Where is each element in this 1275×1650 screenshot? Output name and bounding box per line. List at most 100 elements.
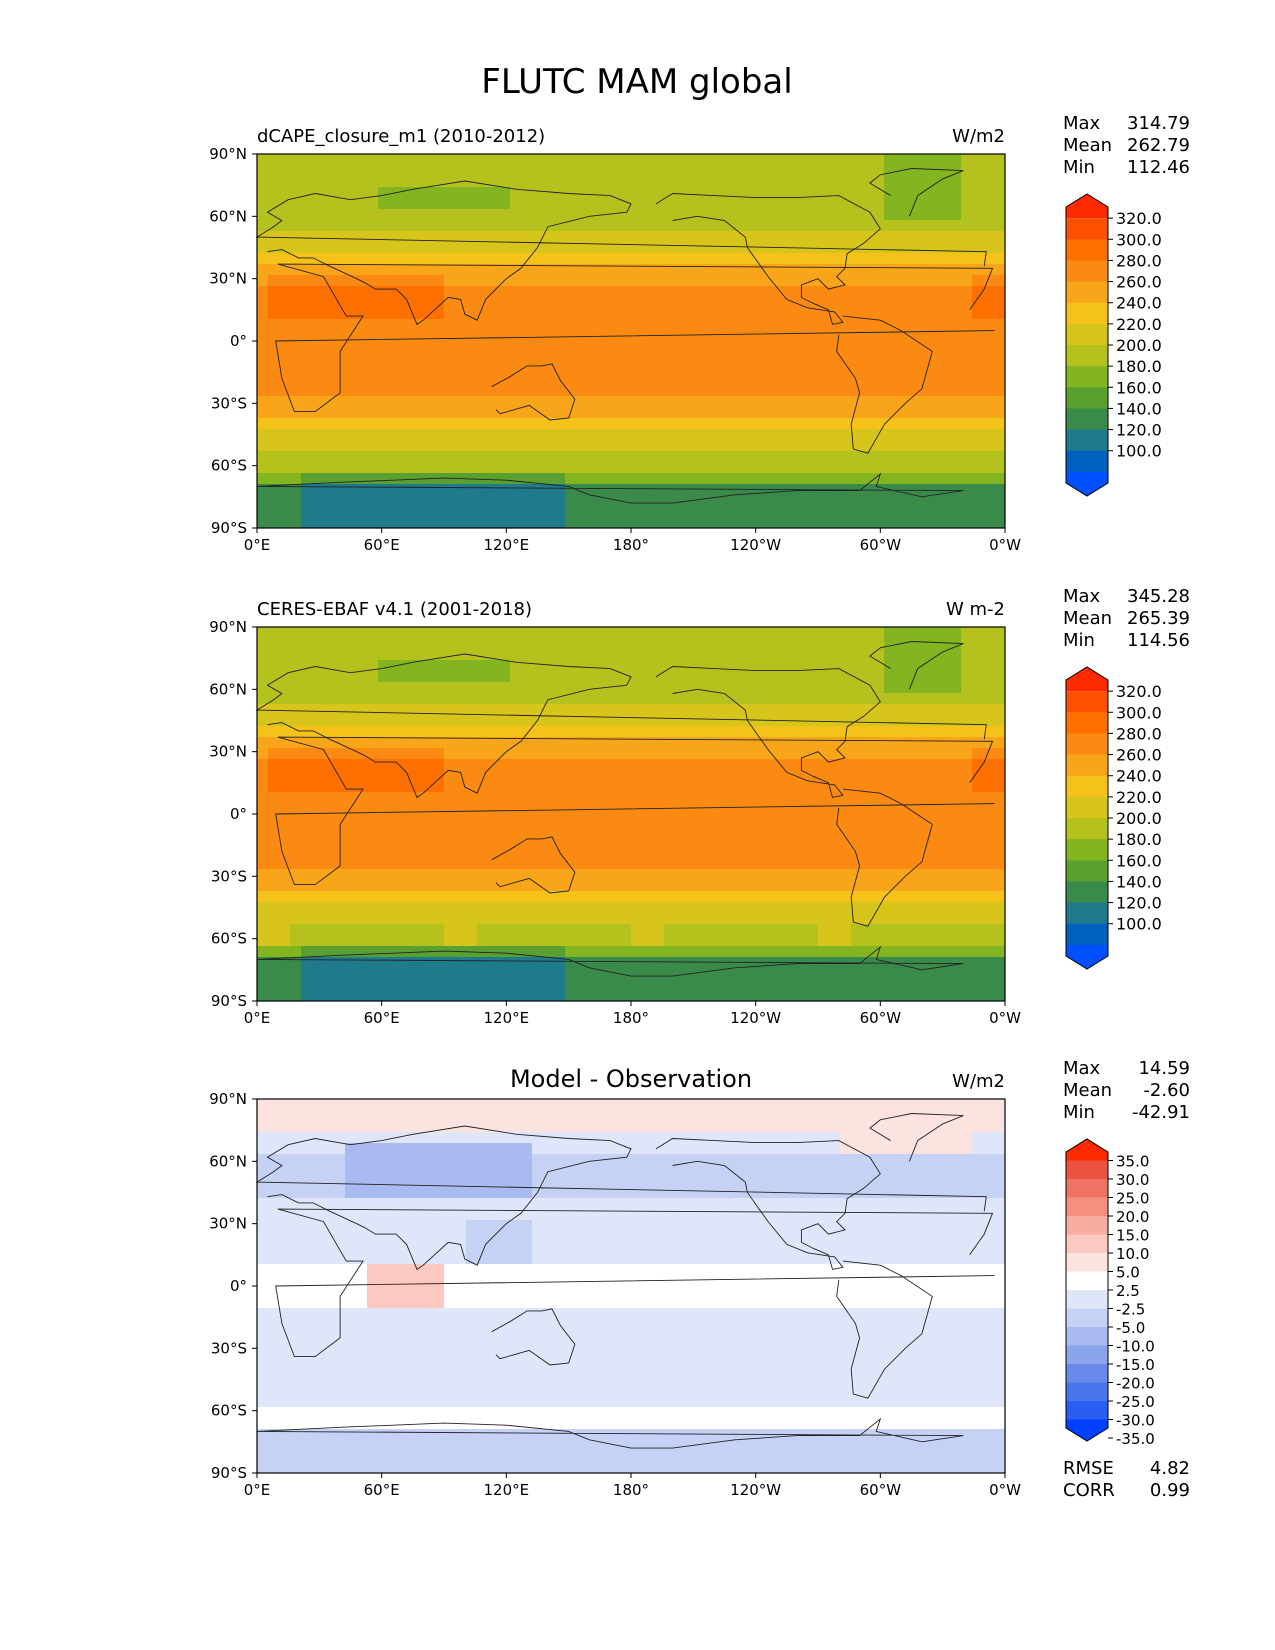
stats-block: Max 345.28 Mean 265.39 Min 114.56 bbox=[1063, 586, 1190, 651]
colorbar-label: 10.0 bbox=[1116, 1245, 1149, 1263]
colorbar-label: -25.0 bbox=[1116, 1393, 1155, 1411]
panel-title: Model - Observation bbox=[510, 1065, 752, 1093]
x-tick-label: 60°E bbox=[364, 1481, 400, 1499]
y-tick-label: 90°S bbox=[211, 1464, 247, 1482]
colorbar-label: 35.0 bbox=[1116, 1153, 1149, 1171]
colorbar-label: 180.0 bbox=[1116, 830, 1162, 849]
stat-value-max: 314.79 bbox=[1127, 113, 1190, 134]
x-tick-label: 60°E bbox=[364, 536, 400, 554]
y-tick-label: 30°S bbox=[211, 867, 247, 885]
colorbar-label: 300.0 bbox=[1116, 703, 1162, 722]
panel-units: W m-2 bbox=[946, 599, 1005, 620]
stat-value-min: 114.56 bbox=[1127, 630, 1190, 651]
colorbar-label: 120.0 bbox=[1116, 894, 1162, 913]
colorbar-label: 320.0 bbox=[1116, 682, 1162, 701]
colorbar-labels: 320.0 300.0 280.0 260.0 240.0 220.0 200.0 180.0… bbox=[1108, 209, 1162, 461]
y-tick-label: 30°S bbox=[211, 394, 247, 412]
y-tick-label: 90°S bbox=[211, 519, 247, 537]
y-tick-label: 90°S bbox=[211, 992, 247, 1010]
stat-value-max: 345.28 bbox=[1127, 586, 1190, 607]
y-tick-label: 60°S bbox=[211, 457, 247, 475]
colorbar: 35.030.025.020.015.010.05.02.5-2.5-5.0-1… bbox=[1065, 1138, 1155, 1448]
x-tick-labels: 0°E 60°E 120°E 180° 120°W 60°W 0°W bbox=[244, 1001, 1021, 1027]
colorbar-label: 320.0 bbox=[1116, 209, 1162, 228]
x-tick-label: 60°E bbox=[364, 1009, 400, 1027]
colorbar-label: 20.0 bbox=[1116, 1208, 1149, 1226]
x-tick-label: 0°W bbox=[989, 1009, 1021, 1027]
x-tick-label: 0°W bbox=[989, 1481, 1021, 1499]
colorbar-label: -2.5 bbox=[1116, 1301, 1145, 1319]
x-tick-labels: 0°E 60°E 120°E 180° 120°W 60°W 0°W bbox=[244, 528, 1021, 554]
y-tick-label: 90°N bbox=[209, 145, 247, 163]
colorbar-label: 100.0 bbox=[1116, 442, 1162, 461]
stat-value-mean: 265.39 bbox=[1127, 608, 1190, 629]
colorbar-label: 260.0 bbox=[1116, 746, 1162, 765]
colorbar-label: 300.0 bbox=[1116, 230, 1162, 249]
x-tick-label: 0°E bbox=[244, 1009, 271, 1027]
colorbar-label: 280.0 bbox=[1116, 251, 1162, 270]
x-tick-label: 120°W bbox=[730, 536, 781, 554]
stat-label-min: Min bbox=[1063, 1102, 1095, 1123]
colorbar: 320.0 300.0 280.0 260.0 240.0 220.0 200.0 180.0… bbox=[1065, 193, 1162, 497]
panel-units: W/m2 bbox=[952, 1071, 1005, 1092]
colorbar-labels: 320.0 300.0 280.0 260.0 240.0 220.0 200.0 180.0… bbox=[1108, 682, 1162, 934]
stat-label-mean: Mean bbox=[1063, 135, 1112, 156]
colorbar-label: 200.0 bbox=[1116, 809, 1162, 828]
stat-value-max: 14.59 bbox=[1138, 1058, 1190, 1079]
map-field bbox=[257, 627, 1006, 1002]
colorbar-label: 2.5 bbox=[1116, 1282, 1140, 1300]
map-field bbox=[257, 154, 1006, 529]
y-tick-label: 30°N bbox=[209, 270, 247, 288]
coastlines bbox=[255, 168, 995, 504]
stat-value-min: 112.46 bbox=[1127, 157, 1190, 178]
colorbar-label: 30.0 bbox=[1116, 1171, 1149, 1189]
x-tick-label: 0°E bbox=[244, 1481, 271, 1499]
stat-label-min: Min bbox=[1063, 630, 1095, 651]
x-tick-label: 60°W bbox=[860, 1009, 902, 1027]
stat-value-min: -42.91 bbox=[1132, 1102, 1190, 1123]
stat-label-max: Max bbox=[1063, 586, 1101, 607]
colorbar-label: -30.0 bbox=[1116, 1412, 1155, 1430]
y-tick-label: 30°N bbox=[209, 1215, 247, 1233]
y-tick-label: 30°N bbox=[209, 743, 247, 761]
colorbar-label: -15.0 bbox=[1116, 1356, 1155, 1374]
y-tick-label: 90°N bbox=[209, 618, 247, 636]
x-tick-label: 180° bbox=[613, 1481, 649, 1499]
x-tick-label: 120°W bbox=[730, 1009, 781, 1027]
panel-1: 0°E 60°E 120°E 180° 120°W 60°W 0°W 90°N 60°N 30°N… bbox=[209, 113, 1190, 554]
y-tick-label: 60°N bbox=[209, 1152, 247, 1170]
panel-title: dCAPE_closure_m1 (2010-2012) bbox=[257, 126, 545, 147]
colorbar-label: 240.0 bbox=[1116, 294, 1162, 313]
x-tick-label: 120°W bbox=[730, 1481, 781, 1499]
colorbar-label: -20.0 bbox=[1116, 1375, 1155, 1393]
colorbar-label: 220.0 bbox=[1116, 788, 1162, 807]
panel-units: W/m2 bbox=[952, 126, 1005, 147]
panel-title: CERES-EBAF v4.1 (2001-2018) bbox=[257, 599, 532, 620]
x-tick-label: 180° bbox=[613, 536, 649, 554]
coastlines bbox=[255, 1113, 995, 1449]
stat-value-mean: 262.79 bbox=[1127, 135, 1190, 156]
panel-3: 0°E 60°E 120°E 180° 120°W 60°W 0°W 90°N 60°N 30°N… bbox=[209, 1058, 1190, 1501]
stat-label-corr: CORR bbox=[1063, 1480, 1115, 1501]
colorbar-label: -5.0 bbox=[1116, 1319, 1145, 1337]
colorbar-label: -10.0 bbox=[1116, 1338, 1155, 1356]
colorbar-label: 25.0 bbox=[1116, 1190, 1149, 1208]
y-tick-labels: 90°N 60°N 30°N 0° 30°S 60°S 90°S bbox=[209, 145, 257, 537]
stat-label-mean: Mean bbox=[1063, 1080, 1112, 1101]
colorbar-label: 280.0 bbox=[1116, 724, 1162, 743]
stats-block: Max 14.59 Mean -2.60 Min -42.91 RMSE 4.82 CORR 0.… bbox=[1063, 1058, 1190, 1501]
colorbar-label: 220.0 bbox=[1116, 315, 1162, 334]
colorbar-label: 140.0 bbox=[1116, 399, 1162, 418]
stats-block: Max 314.79 Mean 262.79 Min 112.46 bbox=[1063, 113, 1190, 178]
colorbar-label: 5.0 bbox=[1116, 1264, 1140, 1282]
stat-value-rmse: 4.82 bbox=[1150, 1458, 1190, 1479]
stat-label-mean: Mean bbox=[1063, 608, 1112, 629]
y-tick-label: 60°N bbox=[209, 207, 247, 225]
x-tick-label: 120°E bbox=[484, 536, 530, 554]
colorbar-label: 200.0 bbox=[1116, 336, 1162, 355]
coastlines bbox=[255, 641, 995, 977]
x-tick-label: 0°W bbox=[989, 536, 1021, 554]
y-tick-label: 0° bbox=[230, 332, 247, 350]
x-tick-label: 180° bbox=[613, 1009, 649, 1027]
